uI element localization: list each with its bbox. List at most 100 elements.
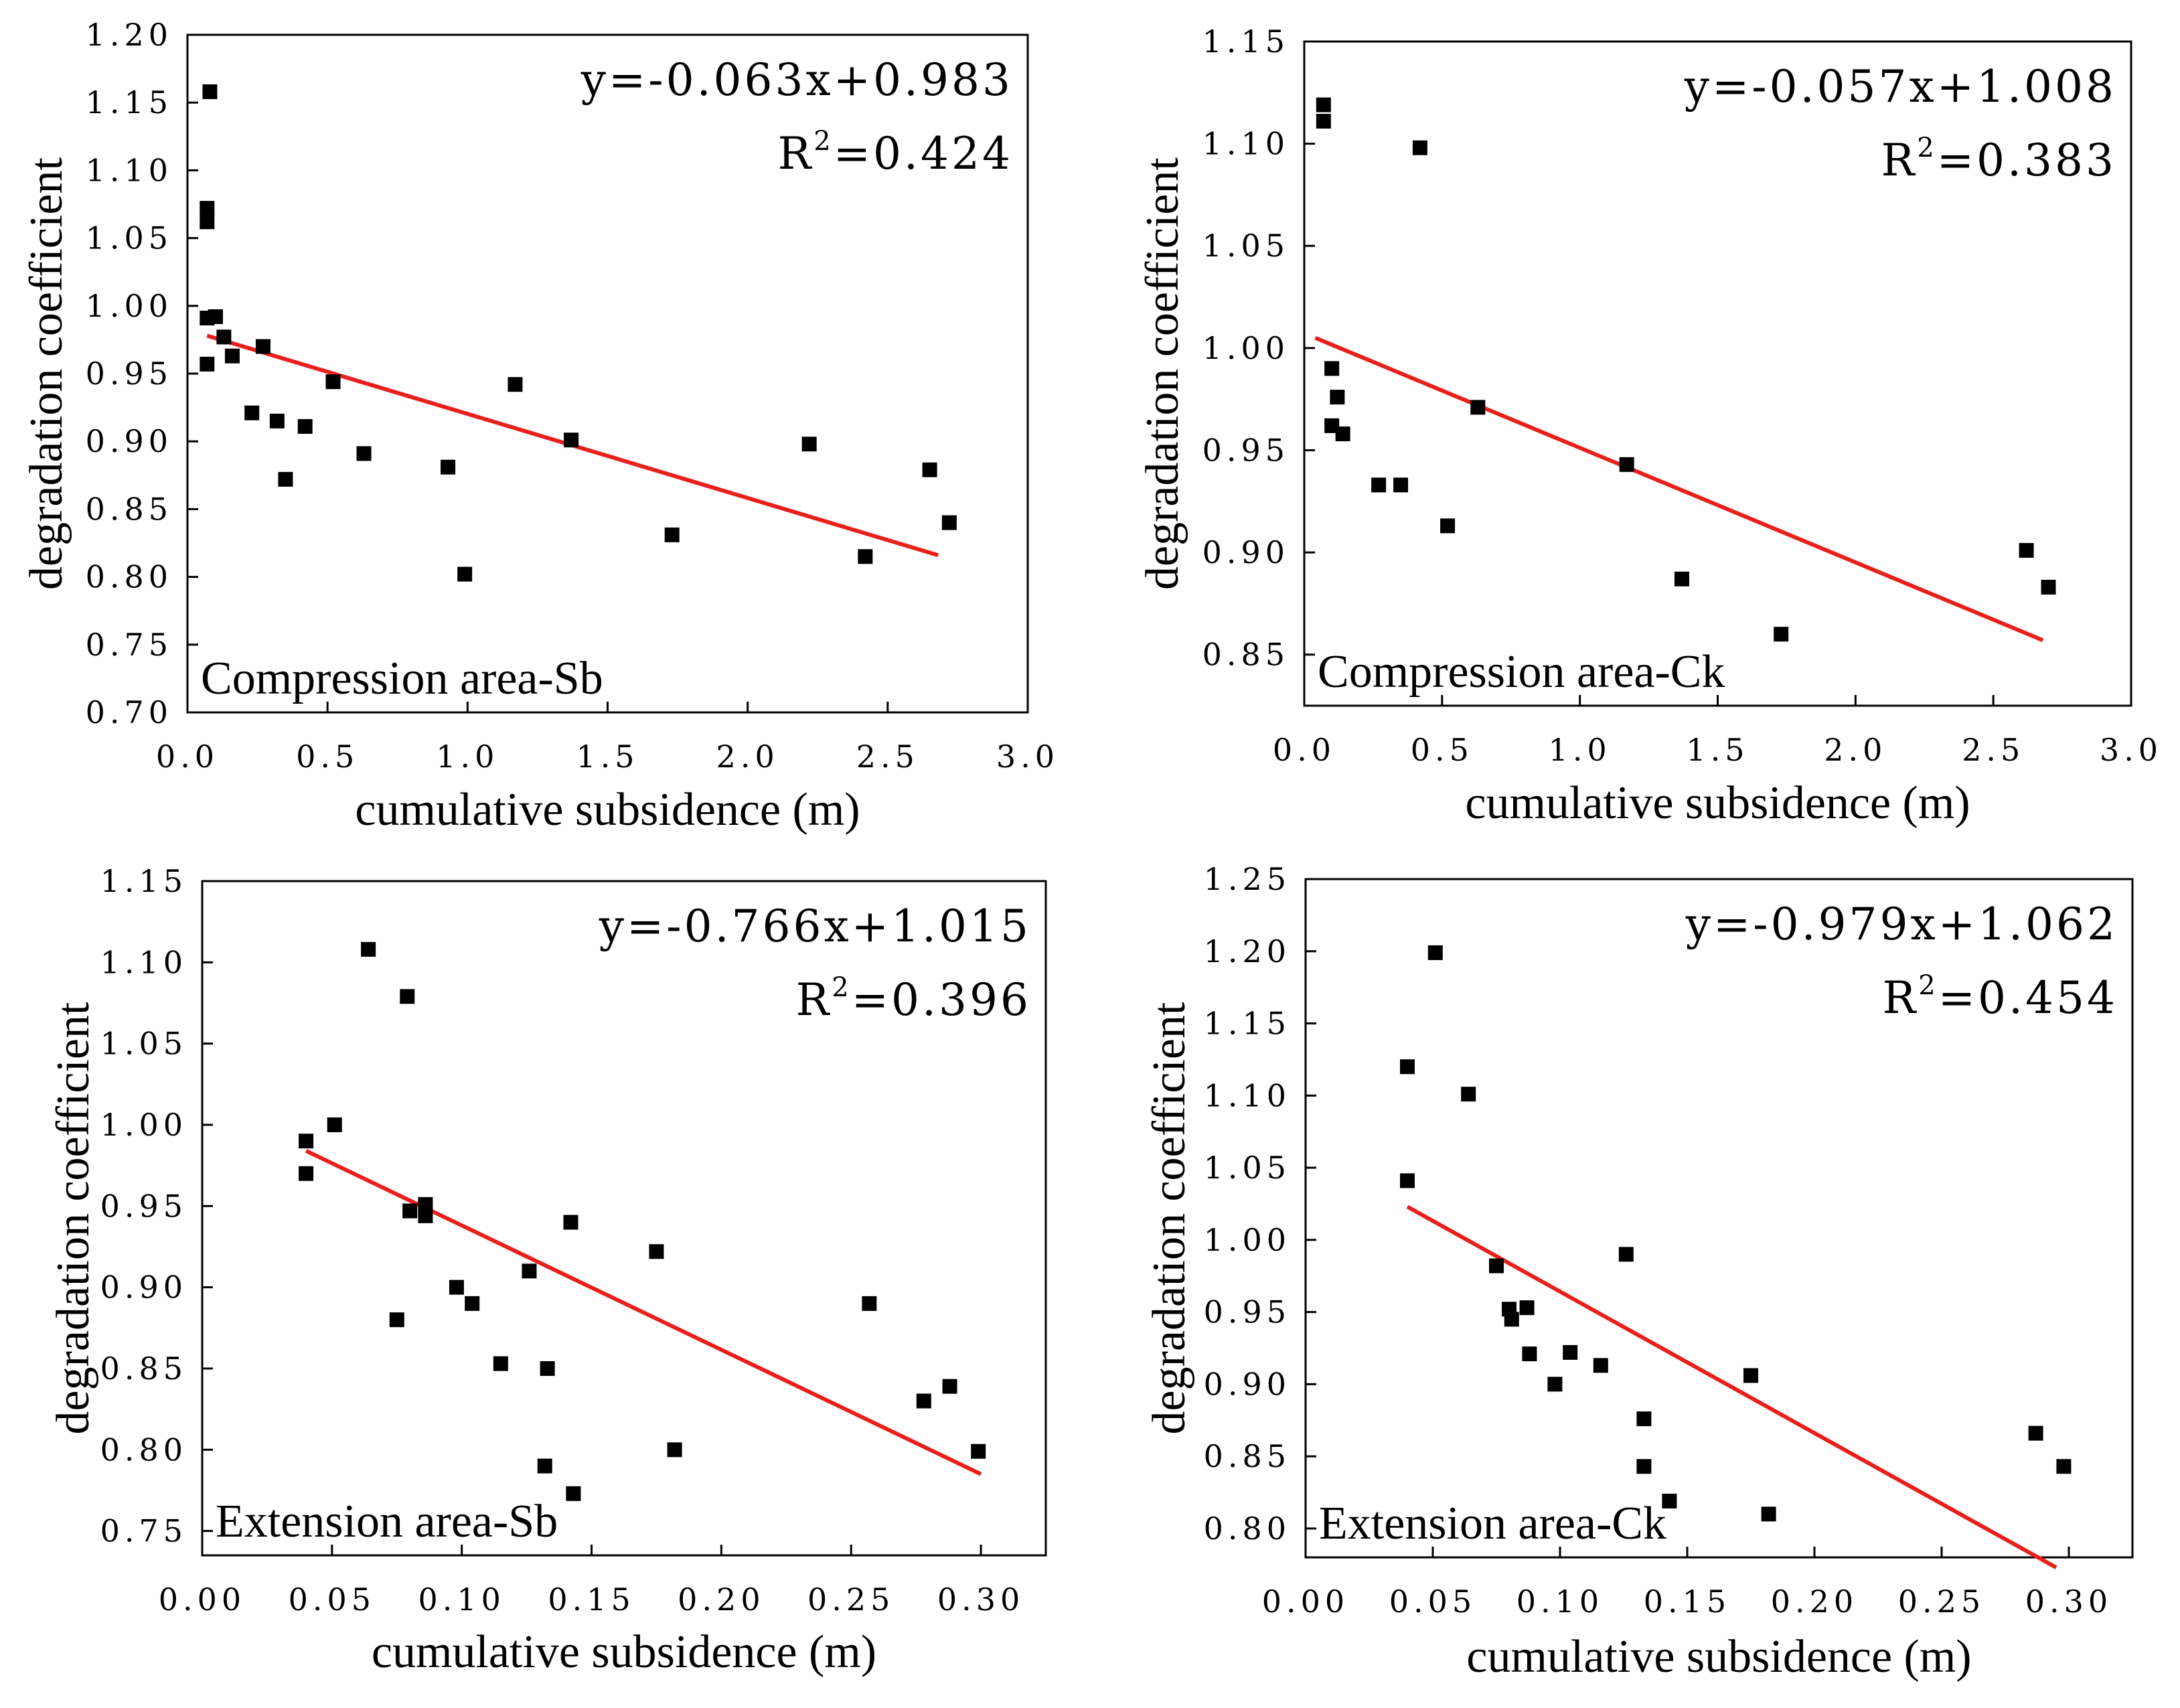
y-tick-label: 1.15 <box>100 863 187 899</box>
x-tick-label: 3.0 <box>2100 732 2163 768</box>
x-axis-title: cumulative subsidence (m) <box>355 784 860 836</box>
data-point <box>2028 1425 2043 1441</box>
x-tick-label: 0.5 <box>1411 732 1474 768</box>
y-tick-label: 0.95 <box>1204 1294 1291 1330</box>
x-tick-label: 0.20 <box>678 1581 765 1618</box>
data-point <box>1324 418 1340 433</box>
data-point <box>1440 518 1456 534</box>
y-tick-label: 0.90 <box>86 423 173 459</box>
data-point <box>269 413 285 429</box>
y-tick-label: 0.70 <box>86 694 173 730</box>
y-tick-label: 1.10 <box>1204 1077 1291 1113</box>
data-point <box>418 1208 433 1223</box>
x-tick-label: 1.0 <box>1549 732 1612 768</box>
y-tick-label: 1.00 <box>1204 1222 1291 1258</box>
y-axis-title: degradation coefficient <box>1144 1002 1195 1434</box>
data-point <box>522 1263 537 1279</box>
y-tick-label: 1.10 <box>1202 126 1290 162</box>
x-tick-label: 1.0 <box>436 739 499 775</box>
y-tick-label: 1.15 <box>1202 23 1290 60</box>
x-axis-title: cumulative subsidence (m) <box>372 1626 876 1678</box>
y-tick-label: 0.75 <box>100 1513 187 1549</box>
data-point <box>1636 1411 1652 1427</box>
x-tick-label: 0.10 <box>1516 1583 1604 1620</box>
y-tick-label: 1.10 <box>100 944 187 980</box>
x-tick-label: 1.5 <box>576 739 639 775</box>
data-point <box>1674 571 1689 587</box>
data-point <box>2041 579 2056 595</box>
y-tick-label: 0.75 <box>86 627 173 663</box>
y-tick-label: 0.95 <box>1202 432 1290 468</box>
r-squared-value: =0.383 <box>1937 135 2116 186</box>
panel-label: Compression area-Ck <box>1318 646 1725 698</box>
data-point <box>1400 1059 1415 1075</box>
data-point <box>916 1393 931 1409</box>
data-point <box>325 374 341 390</box>
r-squared-prefix: R <box>796 974 832 1026</box>
y-tick-label: 1.20 <box>86 17 173 53</box>
data-point <box>667 1442 682 1458</box>
data-point <box>941 515 957 530</box>
data-point <box>1330 390 1345 405</box>
x-tick-label: 0.00 <box>1262 1583 1349 1620</box>
x-tick-label: 0.0 <box>156 739 219 775</box>
x-tick-label: 0.30 <box>2025 1583 2112 1620</box>
data-point <box>2019 543 2034 558</box>
data-point <box>449 1279 464 1295</box>
data-point <box>540 1361 555 1376</box>
data-point <box>1461 1087 1476 1102</box>
data-point <box>200 356 215 372</box>
x-tick-label: 2.5 <box>856 739 919 775</box>
data-point <box>200 214 215 230</box>
data-point <box>971 1444 986 1459</box>
y-tick-label: 1.00 <box>1202 330 1290 366</box>
x-tick-label: 2.0 <box>716 739 779 775</box>
y-axis-title: degradation coefficient <box>21 157 72 590</box>
x-tick-label: 0.15 <box>548 1581 635 1618</box>
data-point <box>356 446 372 461</box>
data-point <box>1743 1368 1758 1383</box>
data-point <box>361 941 376 957</box>
x-tick-label: 0.20 <box>1771 1583 1858 1620</box>
data-point <box>1636 1459 1652 1474</box>
regression-line <box>1406 1205 2057 1569</box>
data-point <box>389 1312 404 1328</box>
data-point <box>1316 97 1331 112</box>
panel-label: Extension area-Sb <box>216 1496 558 1547</box>
x-tick-label: 0.30 <box>937 1581 1024 1618</box>
data-point <box>537 1458 552 1474</box>
data-point <box>244 405 260 420</box>
y-tick-label: 0.80 <box>1204 1510 1291 1547</box>
r-squared: R2=0.396 <box>796 972 1031 1026</box>
data-point <box>1519 1300 1535 1316</box>
data-point <box>299 1134 314 1149</box>
data-point <box>297 418 313 434</box>
regression-line <box>305 1149 982 1476</box>
data-point <box>224 348 240 364</box>
data-point <box>1619 457 1634 472</box>
x-tick-label: 0.15 <box>1644 1583 1731 1620</box>
y-tick-label: 1.15 <box>1204 1006 1291 1042</box>
data-point <box>208 309 223 324</box>
y-tick-label: 1.00 <box>100 1107 187 1143</box>
x-tick-label: 2.5 <box>1962 732 2025 768</box>
y-tick-label: 0.85 <box>100 1350 187 1387</box>
data-point <box>1563 1344 1578 1360</box>
data-point <box>1400 1173 1415 1188</box>
r-squared-prefix: R <box>1881 135 1918 186</box>
y-tick-label: 0.85 <box>86 491 173 527</box>
data-point <box>922 462 937 477</box>
chart-panel-4: 0.00 0.05 0.10 0.15 0.20 0.25 0.30 0.80 0.85 0.90… <box>1144 861 2134 1683</box>
regression-line <box>1314 335 2044 643</box>
r-squared: R2=0.454 <box>1883 970 2118 1024</box>
data-point <box>858 549 873 564</box>
y-tick-label: 1.05 <box>1202 228 1290 264</box>
r-squared-value: =0.454 <box>1938 972 2118 1024</box>
y-tick-label: 0.90 <box>100 1269 187 1306</box>
regression-equation: y=-0.063x+0.983 <box>580 54 1013 106</box>
regression-equation: y=-0.766x+1.015 <box>599 901 1031 952</box>
data-point <box>200 201 215 216</box>
panel-label: Compression area-Sb <box>201 653 603 704</box>
data-point <box>1393 477 1409 493</box>
data-point <box>327 1117 342 1132</box>
